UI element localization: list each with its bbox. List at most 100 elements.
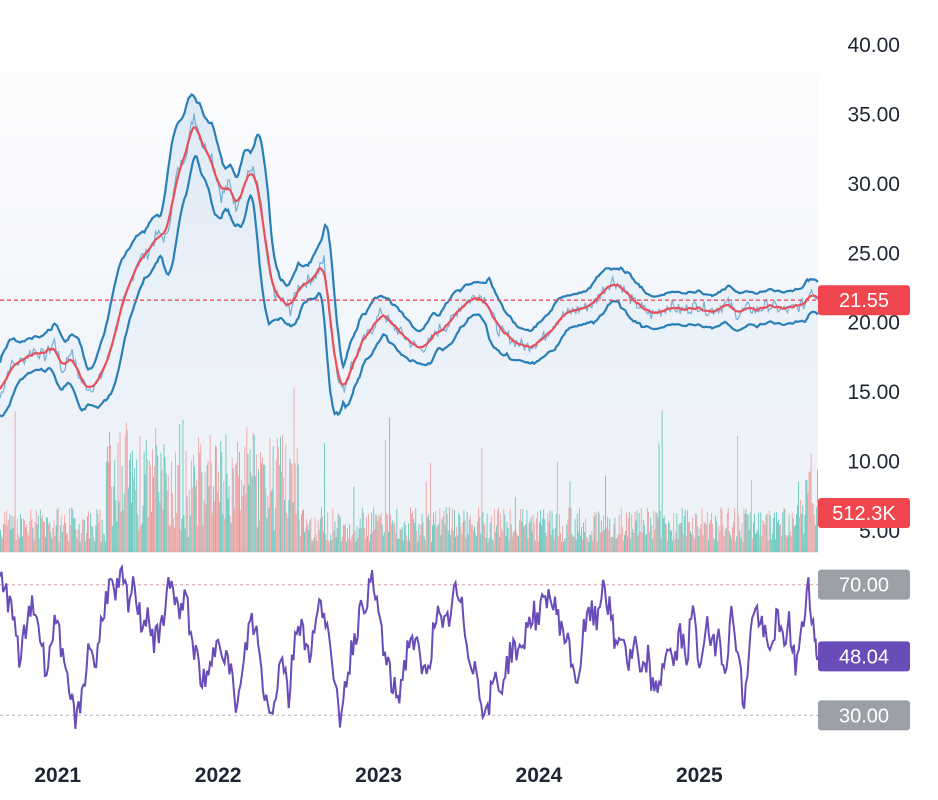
volume-bar: [410, 507, 411, 552]
volume-bar: [676, 513, 678, 552]
volume-bar: [275, 459, 277, 552]
volume-bar: [663, 516, 665, 552]
volume-bar: [89, 538, 90, 552]
volume-bar: [764, 524, 766, 552]
volume-bar: [212, 486, 214, 552]
volume-bar: [582, 539, 583, 552]
volume-bar: [156, 445, 158, 552]
volume-bar: [748, 530, 750, 552]
volume-bar: [454, 509, 455, 552]
volume-bar: [308, 529, 310, 552]
volume-bar: [505, 535, 507, 552]
volume-bar: [815, 507, 817, 552]
volume-bar: [330, 534, 332, 552]
volume-bar: [127, 487, 129, 552]
volume-bar: [305, 528, 307, 552]
volume-bar: [466, 512, 468, 552]
volume-bar: [260, 451, 261, 552]
volume-bar: [80, 533, 82, 552]
volume-bar: [196, 479, 197, 552]
volume-bar: [436, 527, 438, 552]
volume-bar: [122, 510, 124, 552]
volume-bar: [467, 534, 469, 552]
volume-bar: [327, 512, 329, 552]
year-tick-label: 2021: [34, 764, 81, 787]
volume-bar: [741, 523, 743, 552]
volume-bar: [70, 525, 72, 552]
volume-bar: [166, 490, 168, 552]
volume-bar: [402, 540, 404, 552]
volume-bar: [189, 515, 191, 552]
volume-bar: [609, 518, 611, 552]
volume-bar: [571, 534, 573, 552]
volume-bar: [618, 515, 620, 552]
volume-bar: [405, 535, 407, 552]
volume-bar: [273, 530, 275, 552]
volume-bar: [342, 524, 344, 552]
volume-bar: [560, 532, 561, 552]
last-price-tag: 21.55: [818, 285, 910, 316]
volume-bar: [158, 492, 160, 552]
volume-bar: [62, 524, 64, 552]
volume-bar: [3, 524, 4, 552]
volume-bar: [657, 517, 659, 552]
volume-bar: [68, 541, 70, 552]
volume-bar: [223, 481, 225, 552]
volume-bar: [513, 530, 515, 552]
volume-bar: [517, 535, 518, 552]
volume-bar: [103, 534, 105, 552]
volume-bar: [354, 530, 356, 552]
volume-bar: [177, 465, 179, 552]
volume-bar: [767, 540, 769, 552]
volume-bar: [238, 476, 239, 552]
volume-bar: [258, 469, 259, 552]
volume-bar: [33, 539, 35, 552]
volume-bar: [125, 422, 127, 552]
volume-bar: [5, 524, 7, 552]
volume-bar: [620, 508, 622, 552]
volume-bar: [237, 442, 238, 552]
volume-bar: [727, 507, 729, 552]
volume-bar: [181, 518, 183, 552]
rsi-value-tag-box: [818, 641, 910, 672]
volume-bar: [606, 527, 608, 552]
volume-bar: [434, 524, 436, 552]
price-line: [0, 113, 819, 399]
volume-bar: [377, 521, 379, 552]
volume-bar: [640, 508, 642, 552]
volume-bar: [604, 529, 605, 552]
volume-bar: [162, 509, 164, 552]
volume-bar: [228, 485, 230, 552]
volume-bar: [673, 513, 675, 552]
volume-bar: [32, 527, 34, 552]
volume-bar: [775, 539, 776, 552]
volume-bar: [750, 480, 752, 552]
volume-bar: [164, 456, 166, 552]
volume-bar: [476, 536, 477, 552]
volume-bar: [747, 514, 749, 552]
volume-bar: [36, 524, 38, 552]
volume-bar: [205, 504, 207, 552]
volume-bar: [490, 516, 492, 552]
volume-bar: [422, 522, 424, 552]
volume-bar: [406, 540, 408, 552]
volume-bar: [247, 453, 249, 552]
volume-bar: [213, 501, 215, 552]
volume-bar: [389, 417, 390, 552]
volume-bar: [417, 541, 419, 552]
volume-bar: [353, 486, 355, 552]
volume-bar: [808, 472, 810, 552]
volume-bar: [35, 509, 37, 552]
volume-bar: [232, 468, 234, 552]
volume-bar: [458, 513, 460, 552]
volume-bar: [312, 540, 314, 552]
volume-bar: [481, 447, 483, 552]
volume-bar: [105, 461, 107, 552]
volume-bar: [172, 493, 173, 552]
volume-bar: [134, 467, 136, 552]
volume-bar: [538, 541, 539, 552]
volume-bar: [218, 471, 219, 552]
volume-bar: [427, 514, 429, 552]
volume-bar: [725, 527, 727, 552]
volume-bar: [111, 487, 113, 552]
